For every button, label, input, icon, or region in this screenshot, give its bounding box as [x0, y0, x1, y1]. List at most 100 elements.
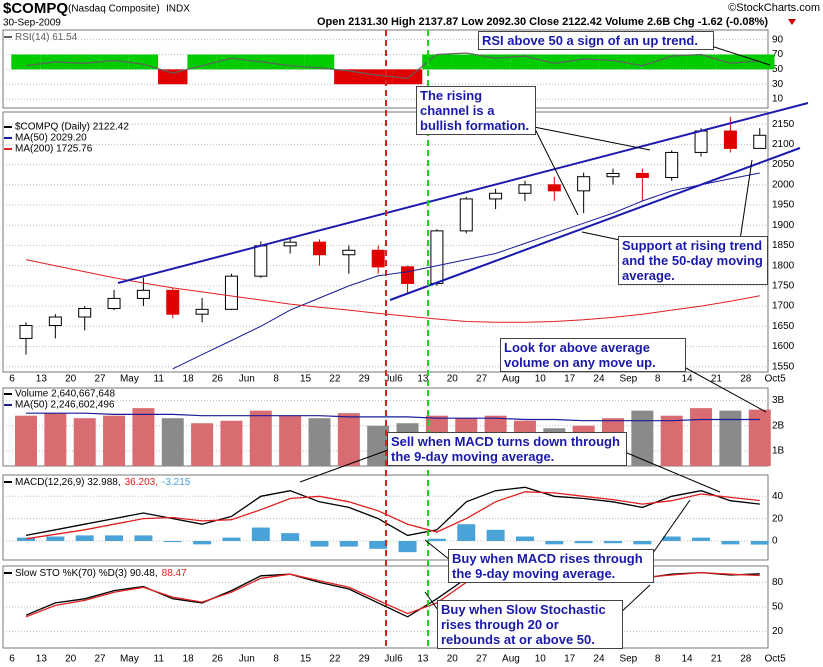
histogram-bar: [457, 524, 476, 541]
arrow: [424, 591, 439, 611]
legend-label: RSI(14) 61.54: [15, 32, 78, 43]
histogram-bar: [574, 540, 593, 544]
volume-bar: [220, 420, 243, 466]
legend-label: Volume 2,640,667,648: [15, 389, 116, 400]
legend-label: Slow STO %K(70) %D(3) 90.48,: [15, 568, 158, 579]
candle-body: [635, 172, 649, 179]
rsi-band: [158, 69, 188, 85]
y-tick-label: 20: [772, 626, 784, 637]
date: 30-Sep-2009: [3, 18, 61, 29]
x-tick-label: Jul6: [384, 374, 403, 385]
y-tick-label: 50: [772, 602, 784, 613]
rsi-band: [422, 54, 452, 70]
candle-body: [136, 289, 150, 299]
histogram-bar: [398, 540, 417, 553]
x-tick-label: 17: [564, 654, 576, 665]
volume-bar: [690, 408, 713, 466]
x-tick-label: 26: [212, 374, 224, 385]
candle-body: [753, 134, 767, 149]
x-tick-label: Oct5: [765, 374, 787, 385]
symbol-name: (Nasdaq Composite): [68, 4, 160, 15]
histogram-bar: [427, 538, 446, 541]
credit: ©StockCharts.com: [728, 2, 820, 14]
x-tick-label: 26: [212, 654, 224, 665]
candle-body: [224, 275, 238, 310]
x-tick-label: 13: [417, 374, 429, 385]
candle-body: [489, 192, 503, 200]
histogram-bar: [721, 540, 740, 545]
rsi-band: [99, 54, 129, 70]
rsi-band: [11, 54, 41, 70]
legend: Slow STO %K(70) %D(3) 90.48, 88.47: [15, 568, 187, 579]
x-tick-label: Aug: [502, 374, 520, 385]
arrow: [533, 126, 579, 216]
x-tick-label: 28: [740, 374, 752, 385]
volume-bar: [748, 409, 771, 466]
histogram-bar: [75, 535, 94, 541]
candle-body: [107, 297, 121, 310]
histogram-bar: [692, 537, 711, 541]
candle-body: [665, 151, 679, 179]
candle-body: [342, 249, 356, 256]
arrow: [617, 584, 651, 616]
x-tick-label: 21: [711, 374, 723, 385]
legend-label: MA(50) 2,246,602,496: [15, 400, 115, 411]
x-tick-label: 11: [154, 654, 165, 665]
y-tick-label: 70: [772, 49, 784, 60]
x-tick-label: 29: [359, 654, 371, 665]
candle-body: [401, 266, 415, 284]
candle-body: [430, 230, 444, 284]
volume-bar: [719, 410, 742, 466]
histogram-bar: [134, 535, 153, 541]
rsi-band: [304, 54, 335, 70]
candle-body: [195, 308, 209, 315]
x-tick-label: Sep: [619, 654, 637, 665]
candle-body: [166, 289, 180, 315]
volume-bar: [660, 415, 683, 466]
arrow: [581, 231, 621, 241]
rsi-band: [657, 54, 687, 70]
x-tick-label: 24: [593, 374, 605, 385]
x-tick-label: Oct5: [765, 654, 787, 665]
volume-bar: [279, 415, 302, 466]
x-tick-label: May: [120, 374, 139, 385]
x-tick-label: 27: [476, 374, 488, 385]
histogram-bar: [545, 540, 564, 545]
candle-body: [723, 130, 737, 149]
rsi-band: [598, 54, 628, 70]
histogram-bar: [369, 540, 388, 549]
legend-label: 36.203,: [125, 477, 158, 488]
candle-body: [19, 324, 33, 339]
histogram-bar: [281, 533, 300, 541]
x-tick-label: 24: [593, 654, 605, 665]
arrow: [739, 159, 753, 241]
rsi-band: [70, 54, 100, 70]
histogram-bar: [486, 529, 505, 541]
candle-body: [459, 198, 473, 232]
candle-body: [48, 316, 62, 326]
legend-label: -3.215: [162, 477, 191, 488]
y-tick-label: 1650: [772, 321, 795, 332]
x-tick-label: 17: [564, 374, 576, 385]
legend-label: MA(200) 1725.76: [15, 144, 93, 155]
x-tick-label: 8: [273, 374, 279, 385]
volume-bar: [44, 413, 67, 466]
histogram-bar: [222, 537, 241, 541]
histogram-bar: [193, 540, 212, 545]
y-tick-label: 3B: [772, 395, 785, 406]
series-line: [25, 259, 760, 323]
y-tick-label: 1950: [772, 200, 795, 211]
y-tick-label: 90: [772, 34, 784, 45]
x-tick-label: 18: [183, 374, 195, 385]
annotation: Support at rising trend and the 50-day m…: [618, 236, 768, 285]
x-tick-label: Jun: [239, 654, 255, 665]
x-tick-label: 15: [300, 654, 312, 665]
histogram-bar: [46, 536, 65, 541]
volume-bar: [15, 415, 37, 466]
volume-bar: [103, 415, 126, 466]
x-tick-label: 8: [655, 374, 661, 385]
y-tick-label: 10: [772, 94, 784, 105]
y-tick-label: 30: [772, 79, 784, 90]
histogram-bar: [662, 536, 681, 541]
